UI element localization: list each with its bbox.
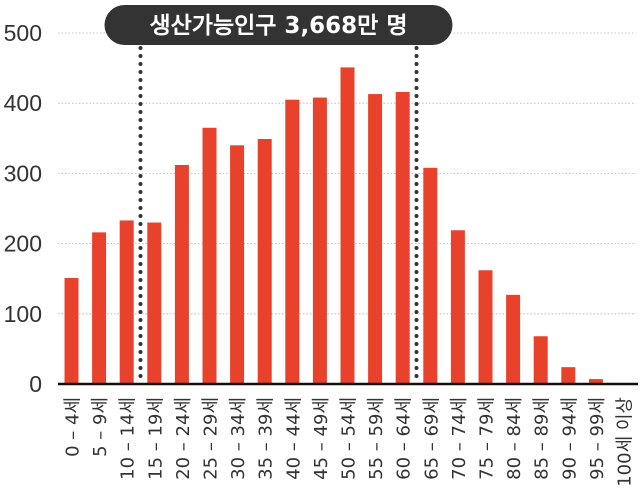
bar [257, 139, 272, 384]
x-tick-label: 0 – 4세 [63, 397, 84, 457]
bar [368, 94, 383, 384]
x-tick-label: 10 – 14세 [118, 397, 139, 480]
x-tick-label: 85 – 89세 [532, 397, 553, 480]
annotation-label-group: 생산가능인구 3,668만 명 [104, 5, 453, 45]
x-tick-label: 20 – 24세 [173, 397, 194, 480]
bar [533, 336, 548, 384]
x-tick-label: 70 – 74세 [449, 397, 470, 480]
x-tick-label: 100세 이상 [615, 397, 636, 487]
bar [506, 294, 521, 384]
bar [450, 230, 465, 384]
y-tick-label: 400 [4, 90, 42, 116]
x-tick-label: 65 – 69세 [421, 397, 442, 480]
x-tick-label: 90 – 94세 [559, 397, 580, 480]
x-tick-label: 40 – 44세 [283, 397, 304, 480]
y-tick-label: 300 [4, 160, 42, 186]
x-tick-label: 55 – 59세 [366, 397, 387, 480]
y-tick-label: 500 [4, 20, 42, 46]
annotation-label: 생산가능인구 3,668만 명 [149, 13, 407, 39]
bar [174, 164, 189, 384]
x-tick-label: 75 – 79세 [477, 397, 498, 480]
x-tick-label: 95 – 99세 [587, 397, 608, 480]
bar [588, 379, 603, 384]
bar [423, 167, 438, 384]
x-tick-label: 45 – 49세 [311, 397, 332, 480]
y-tick-label: 0 [29, 371, 42, 397]
x-axis-tick-labels: 0 – 4세 5 – 9세 10 – 14세 15 – 19세 20 – 24세 25 –… [63, 397, 636, 487]
bar [119, 220, 134, 384]
x-tick-label: 50 – 54세 [339, 397, 360, 480]
bar [285, 99, 300, 384]
bars [64, 67, 631, 385]
y-tick-label: 200 [4, 231, 42, 257]
annotation-label-background [104, 5, 453, 45]
x-tick-label: 25 – 29세 [201, 397, 222, 480]
bar [202, 127, 217, 385]
bar [561, 367, 576, 384]
y-tick-label: 100 [4, 301, 42, 327]
x-tick-label: 80 – 84세 [504, 397, 525, 480]
x-tick-label: 5 – 9세 [90, 397, 111, 457]
bar [92, 232, 107, 384]
bar [340, 67, 355, 384]
x-tick-label: 30 – 34세 [228, 397, 249, 480]
y-axis-tick-labels: 0 100 200 300 400 500 [4, 20, 42, 397]
x-tick-label: 60 – 64세 [394, 397, 415, 480]
bar [64, 277, 79, 384]
working-age-range-markers [138, 38, 419, 384]
bar [147, 222, 162, 384]
bar [230, 145, 245, 384]
bar [312, 97, 327, 385]
x-tick-label: 15 – 19세 [145, 397, 166, 480]
bar [478, 270, 493, 384]
x-tick-label: 35 – 39세 [256, 397, 277, 480]
bar [395, 91, 410, 384]
